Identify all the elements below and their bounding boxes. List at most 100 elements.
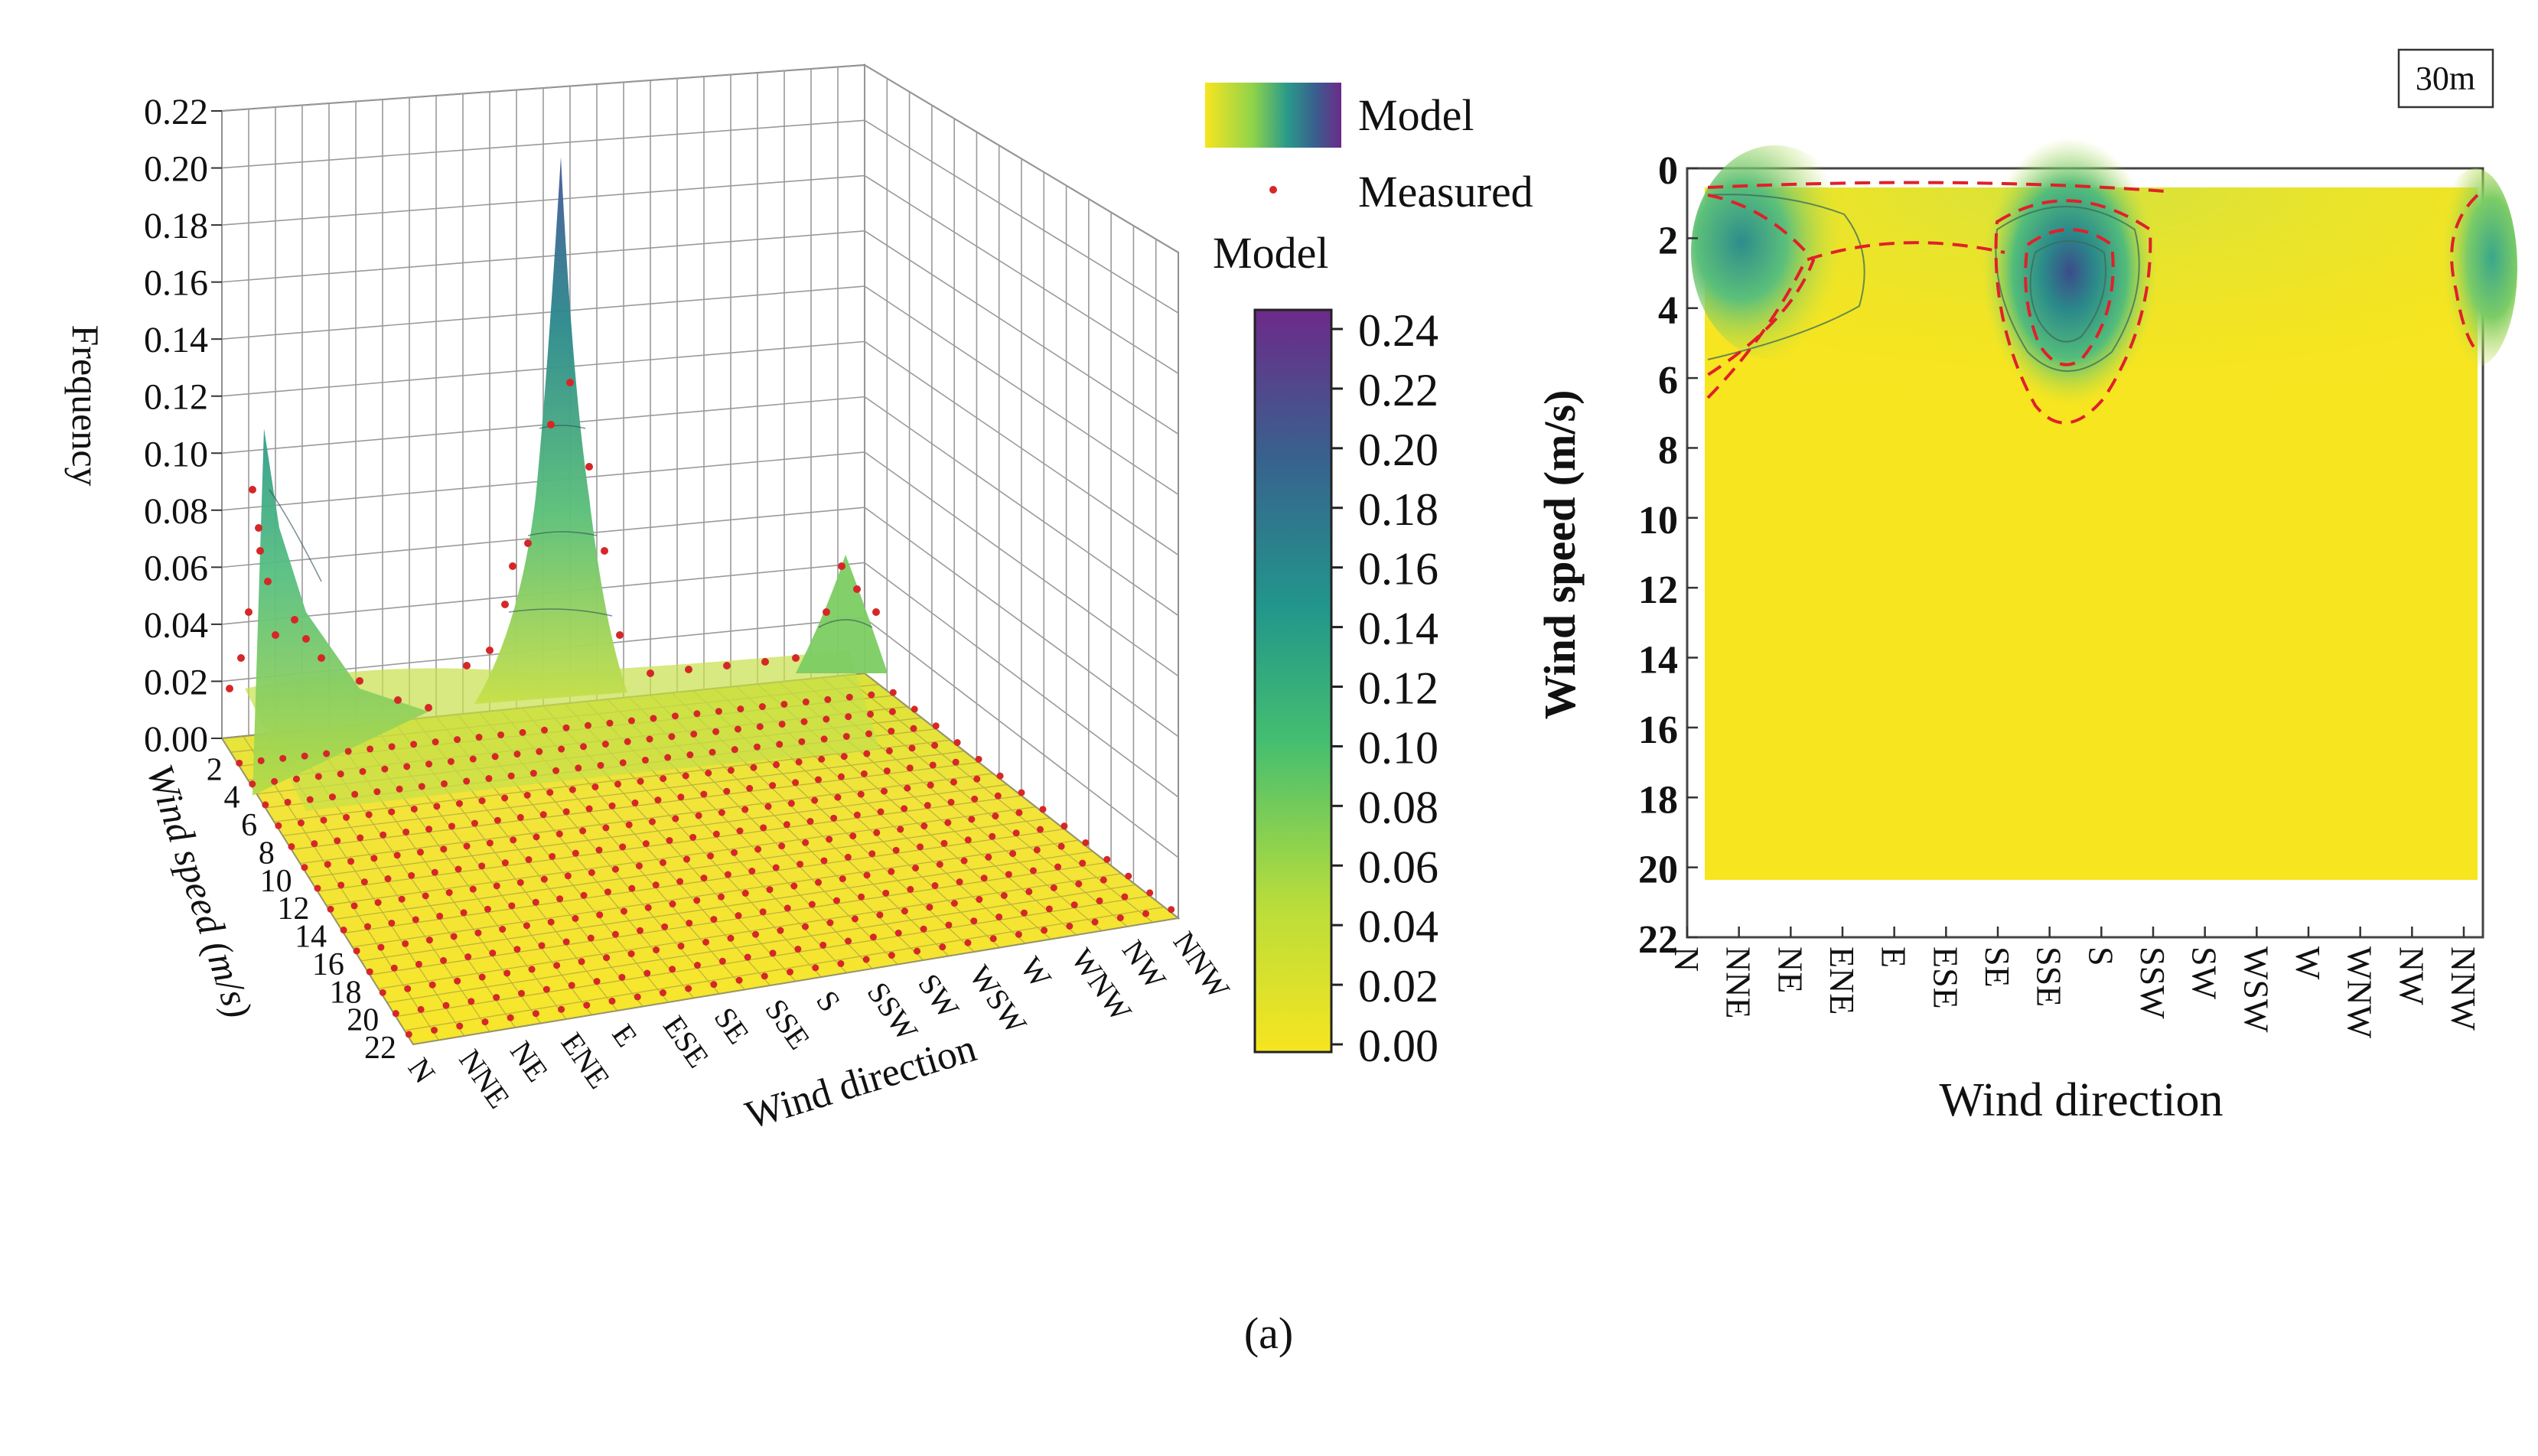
measured-point (671, 712, 679, 720)
measured-point (820, 857, 828, 865)
measured-point (773, 761, 780, 769)
measured-point (501, 859, 509, 867)
measured-point (1037, 826, 1044, 833)
measured-point (343, 813, 350, 821)
measured-point (471, 819, 478, 827)
measured-point (1096, 897, 1103, 904)
measured-point (425, 936, 433, 944)
heatmap-x-tick-label: WSW (2237, 946, 2276, 1033)
measured-point (410, 805, 418, 813)
measured-point (1020, 909, 1028, 917)
measured-point (291, 616, 298, 624)
legend-model-label: Model (1358, 90, 1474, 140)
z-tick-label: 0.20 (144, 149, 208, 190)
colorbar-tick-label: 0.10 (1358, 722, 1438, 773)
measured-point (823, 608, 830, 616)
measured-point (641, 756, 649, 764)
measured-point (723, 662, 731, 669)
measured-point (1103, 855, 1111, 863)
measured-point (314, 884, 321, 892)
colorbar-gradient (1253, 308, 1333, 1054)
floor-grid-line (308, 783, 1008, 878)
measured-point (469, 755, 477, 763)
measured-point (718, 893, 725, 901)
measured-point (447, 757, 454, 765)
direction-tick-label: ESE (656, 1009, 716, 1073)
z-tick-label: 0.10 (144, 434, 208, 474)
measured-point (834, 793, 842, 801)
measured-point (1070, 901, 1078, 909)
measured-point (513, 946, 521, 953)
measured-point (960, 857, 968, 865)
colorbar-title: Model (1213, 228, 1328, 278)
measured-point (769, 949, 777, 957)
measured-point (1025, 888, 1033, 895)
measured-point (417, 1005, 425, 1013)
measured-point (412, 916, 419, 923)
measured-point (627, 950, 635, 958)
measured-point (566, 379, 574, 386)
measured-point (448, 822, 455, 830)
measured-point (327, 905, 334, 913)
measured-point (311, 840, 318, 848)
measured-point (509, 562, 516, 570)
direction-tick-label: NE (503, 1034, 555, 1087)
measured-point (627, 717, 635, 725)
measured-point (564, 872, 572, 880)
colorbar-tick-label: 0.06 (1358, 842, 1438, 892)
measured-point (588, 868, 595, 876)
measured-point (402, 940, 409, 947)
measured-point (611, 930, 619, 938)
measured-point (634, 993, 641, 1001)
heatmap-x-tick-label: E (1875, 946, 1914, 968)
measured-point (702, 938, 710, 946)
measured-point (478, 973, 486, 981)
measured-point (806, 818, 814, 825)
back-wall-hline (221, 230, 865, 283)
measured-point (797, 860, 804, 868)
measured-point (968, 816, 976, 823)
measured-point (643, 969, 651, 977)
z-axis-label: Frequency (64, 324, 107, 486)
measured-point (924, 802, 931, 809)
direction-tick-label: W (1014, 950, 1059, 994)
measured-point (811, 796, 819, 804)
measured-point (388, 743, 396, 751)
heatmap-x-tick-label: W (2289, 946, 2328, 980)
measured-point (245, 608, 252, 616)
speed-tick-label: 8 (259, 835, 275, 871)
floor-grid-line (386, 884, 1136, 1004)
measured-point (469, 885, 477, 893)
measured-point (262, 801, 269, 809)
speed-tick-label: 4 (223, 780, 239, 816)
measured-point (619, 843, 627, 851)
measured-point (591, 783, 599, 790)
measured-point (425, 704, 432, 712)
measured-point (677, 793, 685, 801)
measured-point (356, 677, 363, 685)
measured-point (410, 741, 418, 748)
measured-point (301, 752, 308, 760)
legend: Model Measured (1205, 83, 1533, 217)
hotspot-nne (1691, 145, 1859, 360)
measured-point (888, 708, 896, 715)
peak-nnw (796, 555, 888, 673)
measured-point (1012, 829, 1020, 837)
measured-point (802, 698, 810, 705)
floor-grid-line (282, 751, 965, 836)
heatmap-y-label: Wind speed (m/s) (1535, 390, 1585, 720)
legend-measured-label: Measured (1358, 167, 1533, 217)
measured-point (547, 918, 555, 926)
measured-point (1000, 891, 1008, 899)
height-tag-box (2397, 48, 2494, 109)
measured-point (888, 728, 895, 735)
measured-point (547, 421, 555, 428)
measured-point (929, 761, 937, 769)
measured-point (851, 915, 858, 923)
measured-point (549, 852, 556, 860)
heatmap-y-tick-label: 14 (1638, 639, 1678, 682)
measured-point (279, 754, 287, 762)
back-wall-hline (221, 285, 865, 340)
measured-point (226, 685, 233, 692)
measured-point (1045, 905, 1053, 913)
